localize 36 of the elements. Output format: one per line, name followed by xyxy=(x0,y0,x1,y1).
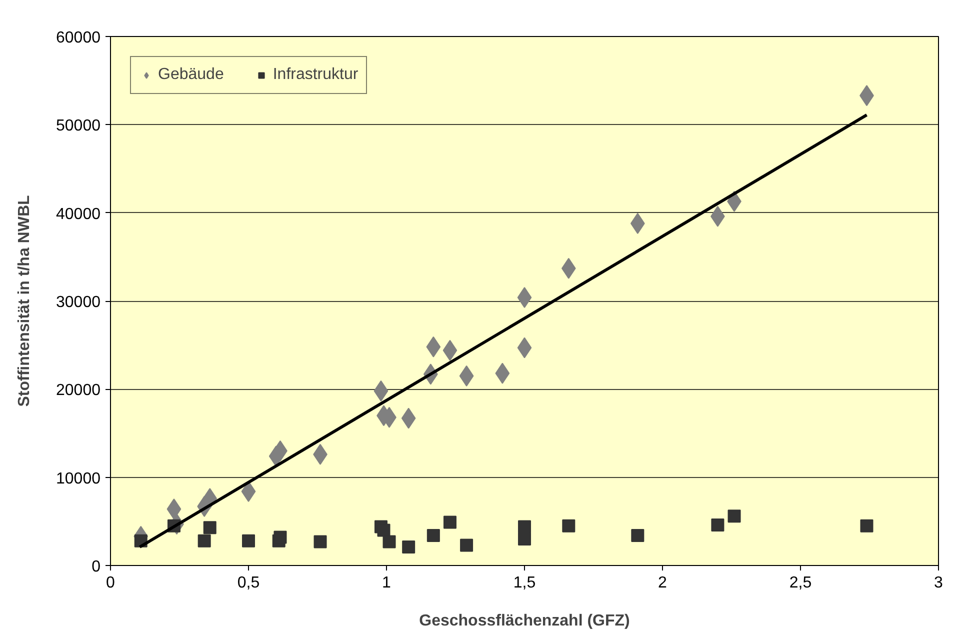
point xyxy=(314,535,327,548)
point xyxy=(203,521,216,534)
point xyxy=(443,516,456,529)
x-tick-label: 0 xyxy=(106,574,116,592)
point xyxy=(562,519,576,532)
x-tick-label: 2 xyxy=(658,574,668,592)
y-tick-label: 0 xyxy=(92,558,101,576)
point xyxy=(242,534,255,548)
point xyxy=(711,518,724,532)
y-tick-label: 60000 xyxy=(56,30,101,46)
y-tick-label: 30000 xyxy=(56,294,101,311)
point xyxy=(860,519,874,532)
y-tick-label: 40000 xyxy=(56,206,101,223)
point xyxy=(631,529,644,542)
x-axis-title: Geschossflächenzahl (GFZ) xyxy=(419,612,630,630)
point xyxy=(198,534,211,548)
legend-label: Gebäude xyxy=(158,66,224,84)
x-tick-label: 1 xyxy=(382,574,392,592)
x-tick-label: 0,5 xyxy=(237,574,260,592)
point xyxy=(460,538,474,552)
y-tick-label: 10000 xyxy=(56,470,101,488)
y-tick-label: 20000 xyxy=(56,382,101,400)
point xyxy=(382,535,396,548)
point xyxy=(377,524,390,537)
x-tick-label: 3 xyxy=(934,574,944,592)
y-tick-label: 50000 xyxy=(56,118,101,135)
x-tick-label: 1,5 xyxy=(513,574,536,592)
legend-label: Infrastruktur xyxy=(272,66,358,84)
point xyxy=(274,530,287,544)
point xyxy=(518,520,531,534)
point xyxy=(728,510,741,523)
point xyxy=(402,540,416,554)
y-axis-title: Stoffintensität in t/ha NWBL xyxy=(16,195,34,407)
x-tick-label: 2,5 xyxy=(789,574,812,592)
point xyxy=(426,529,440,542)
point xyxy=(518,532,531,546)
